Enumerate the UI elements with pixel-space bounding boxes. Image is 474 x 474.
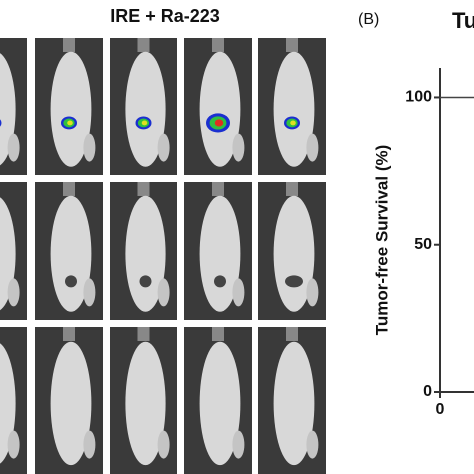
mouse-leg	[232, 430, 245, 459]
lesion	[65, 275, 77, 288]
holder	[212, 182, 224, 196]
mouse-leg	[157, 133, 170, 162]
panel-title: IRE + Ra-223	[110, 6, 220, 26]
mouse-leg	[157, 430, 170, 459]
mouse	[273, 51, 315, 167]
chart-title: Tu	[452, 8, 474, 33]
y-tick-label: 0	[423, 383, 432, 400]
mouse-leg	[232, 278, 245, 307]
signal	[0, 119, 2, 127]
mouse	[199, 195, 241, 312]
mouse	[125, 341, 166, 466]
mouse	[50, 195, 92, 312]
mouse-leg	[83, 278, 96, 307]
mouse-leg	[7, 430, 20, 459]
y-tick-label: 50	[414, 236, 432, 253]
mouse-leg	[83, 430, 96, 459]
mouse	[125, 195, 166, 312]
mouse-leg	[7, 278, 20, 307]
mouse-leg	[232, 133, 245, 162]
y-axis-label: Tumor-free Survival (%)	[372, 145, 391, 336]
lesion	[214, 275, 226, 288]
mouse-leg	[7, 133, 20, 162]
lesion	[285, 275, 303, 288]
mouse	[199, 51, 241, 167]
holder	[137, 182, 150, 196]
holder	[212, 327, 224, 341]
holder	[137, 327, 150, 341]
holder	[286, 182, 298, 196]
mouse-leg	[306, 133, 319, 162]
y-tick-label: 100	[405, 89, 432, 106]
holder	[63, 38, 75, 52]
mouse	[273, 341, 315, 466]
signal	[290, 120, 296, 126]
mouse-leg	[83, 133, 96, 162]
mouse-leg	[157, 278, 170, 307]
mouse-leg	[306, 430, 319, 459]
x-tick-label: 0	[436, 401, 445, 418]
mouse	[199, 341, 241, 466]
holder	[63, 327, 75, 341]
panel-label: (B)	[358, 11, 379, 28]
holder	[137, 38, 150, 52]
mouse-image-grid	[0, 38, 326, 474]
holder	[286, 38, 298, 52]
mouse-leg	[306, 278, 319, 307]
holder	[212, 38, 224, 52]
lesion	[139, 275, 152, 288]
holder	[286, 327, 298, 341]
signal	[141, 120, 148, 126]
mouse	[125, 51, 166, 167]
mouse	[50, 341, 92, 466]
mouse	[273, 195, 315, 312]
mouse	[50, 51, 92, 167]
signal	[214, 119, 224, 127]
holder	[63, 182, 75, 196]
signal	[67, 120, 73, 126]
